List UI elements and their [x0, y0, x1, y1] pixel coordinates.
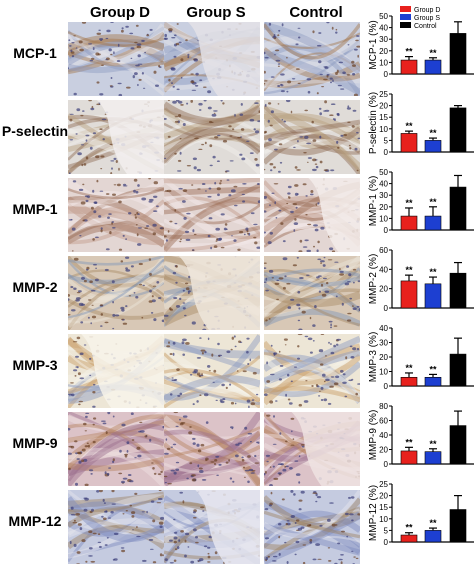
y-tick-label: 15: [379, 503, 388, 512]
bar: [401, 281, 417, 308]
bar: [450, 187, 466, 230]
y-tick-label: 20: [379, 446, 388, 455]
y-tick-label: 60: [379, 246, 388, 255]
y-tick-label: 10: [379, 125, 388, 134]
significance-marker: **: [429, 197, 437, 207]
y-axis-label: MMP-12 (%): [368, 485, 379, 541]
y-tick-label: 40: [379, 431, 388, 440]
legend-swatch: [400, 6, 411, 12]
y-tick-label: 40: [379, 324, 388, 333]
y-tick-label: 0: [384, 460, 389, 469]
y-tick-label: 25: [379, 90, 388, 99]
significance-marker: **: [405, 523, 413, 533]
y-tick-label: 20: [379, 102, 388, 111]
bar: [450, 354, 466, 386]
y-tick-label: 10: [379, 368, 388, 377]
y-tick-label: 10: [379, 214, 388, 223]
y-tick-label: 50: [379, 12, 388, 21]
y-tick-label: 60: [379, 417, 388, 426]
y-tick-label: 30: [379, 191, 388, 200]
y-tick-label: 0: [384, 382, 389, 391]
bar: [450, 426, 466, 464]
significance-marker: **: [405, 47, 413, 57]
y-tick-label: 40: [379, 180, 388, 189]
bar: [401, 216, 417, 230]
y-axis-label: MMP-1 (%): [368, 176, 379, 227]
significance-marker: **: [429, 267, 437, 277]
y-axis-label: P-selectin (%): [368, 92, 379, 154]
y-tick-label: 30: [379, 339, 388, 348]
bar: [425, 452, 441, 464]
y-tick-label: 80: [379, 402, 388, 411]
bar: [401, 133, 417, 152]
significance-marker: **: [429, 128, 437, 138]
y-axis-label: MMP-3 (%): [368, 332, 379, 383]
y-tick-label: 5: [384, 136, 389, 145]
y-axis-label: MMP-9 (%): [368, 410, 379, 461]
significance-marker: **: [405, 363, 413, 373]
significance-marker: **: [429, 48, 437, 58]
legend-swatch: [400, 14, 411, 20]
y-tick-label: 50: [379, 168, 388, 177]
bar: [425, 284, 441, 308]
bar: [401, 535, 417, 542]
y-tick-label: 20: [379, 353, 388, 362]
legend-entry: Control: [414, 23, 437, 30]
y-tick-label: 0: [384, 70, 389, 79]
bar: [450, 273, 466, 308]
legend-entry: Group D: [414, 7, 440, 14]
significance-marker: **: [405, 437, 413, 447]
y-tick-label: 20: [379, 203, 388, 212]
bar: [425, 377, 441, 386]
bar: [425, 216, 441, 230]
significance-marker: **: [429, 364, 437, 374]
y-axis-label: MCP-1 (%): [368, 20, 379, 69]
y-tick-label: 30: [379, 35, 388, 44]
y-tick-label: 0: [384, 226, 389, 235]
y-tick-label: 20: [379, 47, 388, 56]
y-tick-label: 40: [379, 265, 388, 274]
bar: [401, 60, 417, 74]
y-tick-label: 5: [384, 526, 389, 535]
y-tick-label: 20: [379, 285, 388, 294]
legend-swatch: [400, 22, 411, 28]
y-tick-label: 15: [379, 113, 388, 122]
y-tick-label: 25: [379, 480, 388, 489]
y-tick-label: 40: [379, 24, 388, 33]
bar: [425, 140, 441, 152]
significance-marker: **: [405, 198, 413, 208]
bar: [450, 108, 466, 152]
bar: [401, 451, 417, 464]
y-tick-label: 20: [379, 492, 388, 501]
bar: [450, 33, 466, 74]
legend-entry: Group S: [414, 15, 440, 22]
y-tick-label: 0: [384, 304, 389, 313]
y-tick-label: 0: [384, 148, 389, 157]
y-tick-label: 0: [384, 538, 389, 547]
bar: [401, 377, 417, 386]
significance-marker: **: [405, 265, 413, 275]
bar: [425, 530, 441, 542]
bar: [425, 60, 441, 74]
bar: [450, 510, 466, 542]
significance-marker: **: [405, 121, 413, 131]
y-tick-label: 10: [379, 515, 388, 524]
y-tick-label: 10: [379, 58, 388, 67]
y-axis-label: MMP-2 (%): [368, 254, 379, 305]
significance-marker: **: [429, 518, 437, 528]
significance-marker: **: [429, 439, 437, 449]
